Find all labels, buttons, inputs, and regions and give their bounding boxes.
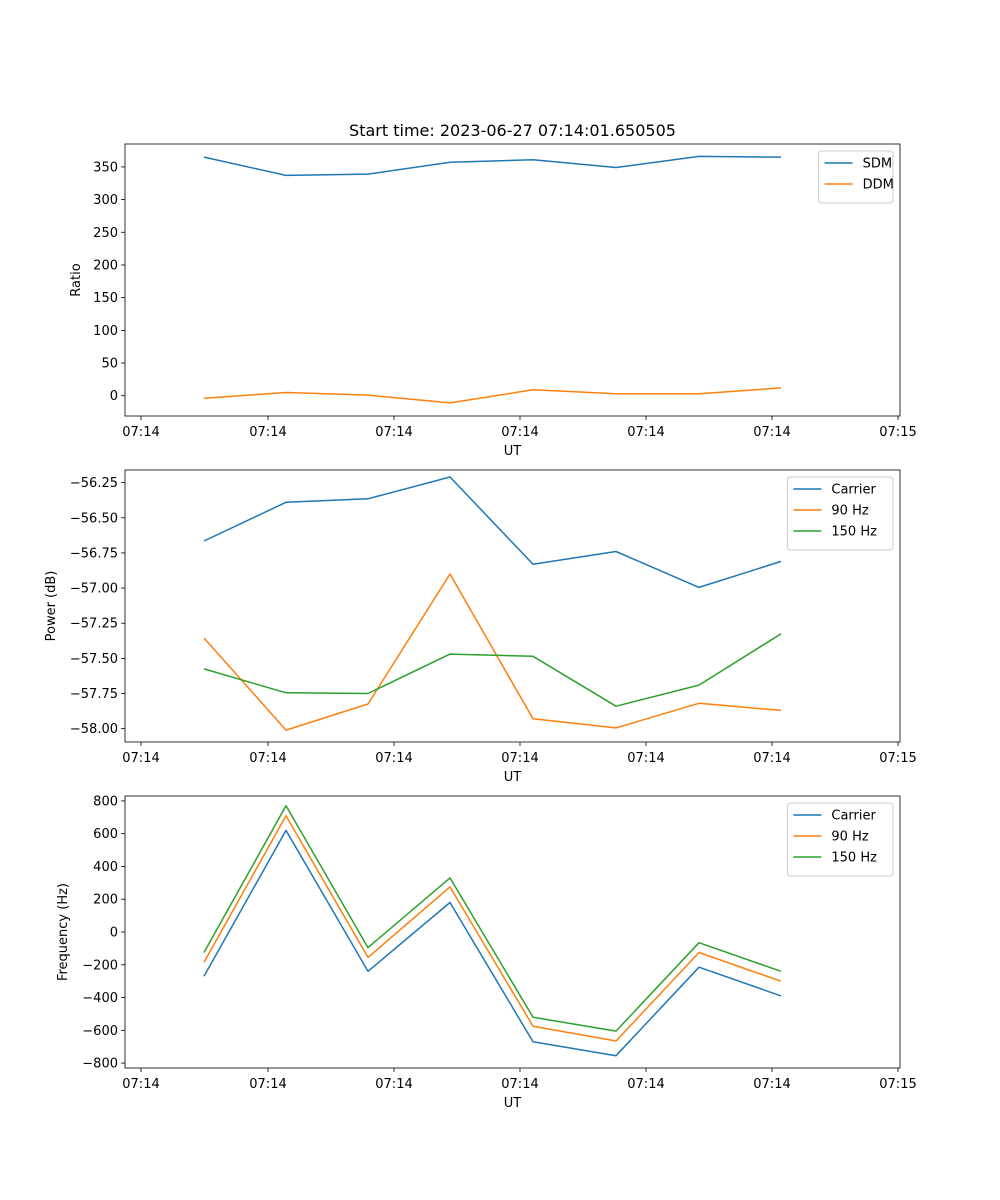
x-tick-label: 07:15 bbox=[879, 425, 916, 440]
y-tick-label: −56.25 bbox=[70, 476, 118, 491]
legend-label-150-hz: 150 Hz bbox=[831, 525, 877, 540]
y-tick-label: 250 bbox=[93, 226, 118, 241]
y-tick-label: −400 bbox=[82, 991, 118, 1006]
series-line-ddm bbox=[203, 387, 782, 404]
y-tick-label: 50 bbox=[101, 357, 118, 372]
subplot-2: 07:14 07:14 07:14 07:14 07:14 07:14 07:15 −58.0… bbox=[44, 469, 917, 785]
y-tick-label: 400 bbox=[93, 860, 118, 875]
subplot-1: 07:14 07:14 07:14 07:14 07:14 07:14 07:15 0 50 10… bbox=[69, 143, 917, 459]
y-tick-label: 200 bbox=[93, 258, 118, 273]
x-tick-label: 07:14 bbox=[501, 1077, 538, 1092]
y-tick-label: 600 bbox=[93, 827, 118, 842]
y-tick-label: −56.50 bbox=[70, 511, 118, 526]
x-tick-label: 07:14 bbox=[249, 425, 286, 440]
legend: Carrier 90 Hz 150 Hz bbox=[786, 476, 894, 551]
x-tick-label: 07:14 bbox=[753, 751, 790, 766]
x-tick-label: 07:14 bbox=[375, 1077, 412, 1092]
y-axis-label: Frequency (Hz) bbox=[56, 883, 71, 981]
legend-label-150-hz: 150 Hz bbox=[831, 851, 877, 866]
y-tick-label: 800 bbox=[93, 794, 118, 809]
y-tick-label: −58.00 bbox=[70, 722, 118, 737]
series-line-90-hz bbox=[203, 814, 782, 1042]
x-tick-label: 07:15 bbox=[879, 751, 916, 766]
series-line-sdm bbox=[203, 155, 782, 177]
x-tick-label: 07:14 bbox=[627, 1077, 664, 1092]
legend: Carrier 90 Hz 150 Hz bbox=[786, 802, 894, 877]
x-tick-label: 07:14 bbox=[249, 1077, 286, 1092]
legend-label-ddm: DDM bbox=[863, 178, 894, 193]
y-tick-label: −600 bbox=[82, 1024, 118, 1039]
y-tick-label: −57.00 bbox=[70, 582, 118, 597]
x-axis-label: UT bbox=[504, 770, 522, 785]
legend-box bbox=[818, 150, 894, 204]
series-line-carrier bbox=[203, 476, 782, 589]
axes-frame bbox=[124, 469, 901, 743]
y-tick-label: −57.25 bbox=[70, 617, 118, 632]
y-tick-label: −57.50 bbox=[70, 652, 118, 667]
x-tick-label: 07:14 bbox=[375, 425, 412, 440]
x-axis-label: UT bbox=[504, 1096, 522, 1111]
y-axis-label: Power (dB) bbox=[44, 571, 59, 642]
series-line-90-hz bbox=[203, 573, 782, 731]
y-tick-label: 300 bbox=[93, 193, 118, 208]
x-tick-label: 07:14 bbox=[753, 1077, 790, 1092]
y-tick-label: 100 bbox=[93, 324, 118, 339]
legend-label-carrier: Carrier bbox=[831, 809, 876, 824]
x-tick-label: 07:14 bbox=[122, 425, 159, 440]
y-axis-label: Ratio bbox=[69, 263, 84, 296]
y-tick-label: 150 bbox=[93, 291, 118, 306]
x-tick-label: 07:14 bbox=[501, 425, 538, 440]
x-tick-label: 07:14 bbox=[627, 425, 664, 440]
legend-label-sdm: SDM bbox=[863, 157, 892, 172]
subplot-3: 07:14 07:14 07:14 07:14 07:14 07:14 07:15 −800 −… bbox=[56, 794, 917, 1111]
y-tick-label: 200 bbox=[93, 893, 118, 908]
x-axis-label: UT bbox=[504, 444, 522, 459]
legend-label-90-hz: 90 Hz bbox=[831, 504, 868, 519]
x-tick-label: 07:14 bbox=[375, 751, 412, 766]
y-tick-label: −800 bbox=[82, 1057, 118, 1072]
x-tick-label: 07:14 bbox=[122, 1077, 159, 1092]
y-tick-label: 0 bbox=[110, 926, 118, 941]
axes-frame bbox=[124, 143, 901, 417]
series-line-carrier bbox=[203, 829, 782, 1057]
figure-title: Start time: 2023-06-27 07:14:01.650505 bbox=[349, 121, 676, 140]
x-tick-label: 07:14 bbox=[753, 425, 790, 440]
x-tick-label: 07:15 bbox=[879, 1077, 916, 1092]
y-tick-label: −200 bbox=[82, 958, 118, 973]
x-tick-label: 07:14 bbox=[122, 751, 159, 766]
legend: SDM DDM bbox=[818, 150, 894, 204]
legend-label-90-hz: 90 Hz bbox=[831, 830, 868, 845]
x-tick-label: 07:14 bbox=[501, 751, 538, 766]
y-tick-label: −57.75 bbox=[70, 687, 118, 702]
series-line-150-hz bbox=[203, 633, 782, 707]
y-tick-label: 350 bbox=[93, 160, 118, 175]
x-tick-label: 07:14 bbox=[249, 751, 286, 766]
series-line-150-hz bbox=[203, 805, 782, 1032]
legend-label-carrier: Carrier bbox=[831, 483, 876, 498]
panels: 07:14 07:14 07:14 07:14 07:14 07:14 07:15 0 50 10… bbox=[44, 143, 917, 1111]
y-tick-label: 0 bbox=[110, 389, 118, 404]
y-tick-label: −56.75 bbox=[70, 546, 118, 561]
x-tick-label: 07:14 bbox=[627, 751, 664, 766]
